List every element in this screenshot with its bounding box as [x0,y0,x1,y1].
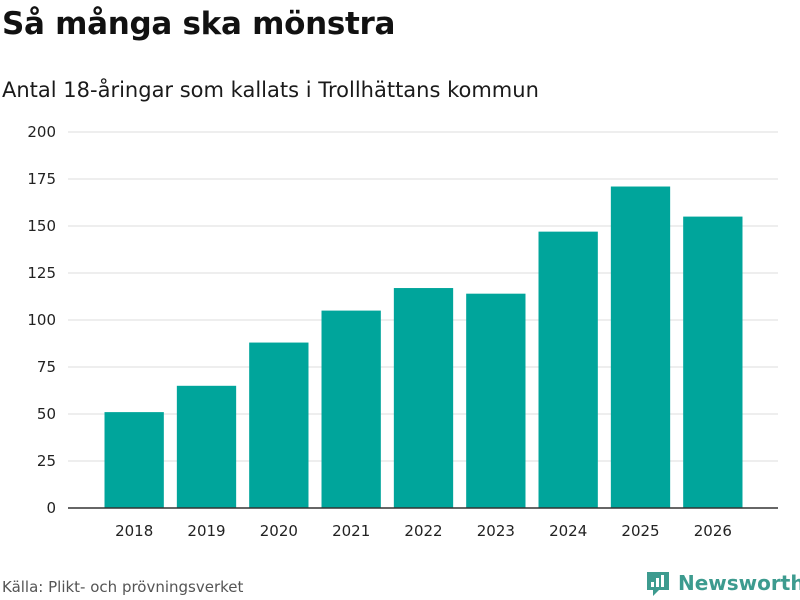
bar [538,231,598,508]
y-tick-label: 0 [46,499,56,517]
x-tick-label: 2020 [260,522,298,540]
bar [610,186,671,508]
x-tick-label: 2018 [115,522,153,540]
brand-name: Newsworthy [678,571,800,595]
x-tick-label: 2025 [621,522,659,540]
y-tick-label: 25 [37,452,56,470]
y-tick-label: 75 [37,358,56,376]
bar [176,385,237,508]
bar [104,412,164,508]
brand-logo: Newsworthy [644,568,800,598]
source-credit: Källa: Plikt- och prövningsverket [2,578,244,596]
x-tick-label: 2023 [477,522,515,540]
bar [393,288,454,508]
y-tick-label: 50 [37,405,56,423]
bar [321,310,381,508]
y-tick-label: 200 [27,123,56,141]
x-tick-label: 2024 [549,522,587,540]
y-tick-label: 100 [27,311,56,329]
y-tick-label: 175 [27,170,56,188]
y-tick-label: 125 [27,264,56,282]
chart-subtitle: Antal 18-åringar som kallats i Trollhätt… [2,78,539,102]
bar [466,293,526,508]
chart-title: Så många ska mönstra [2,6,396,42]
x-tick-label: 2019 [187,522,225,540]
newsworthy-logo-icon [647,572,669,596]
bar [249,342,309,508]
x-tick-label: 2021 [332,522,370,540]
y-tick-label: 150 [27,217,56,235]
bar [683,216,743,508]
x-tick-label: 2022 [404,522,442,540]
x-tick-label: 2026 [694,522,732,540]
